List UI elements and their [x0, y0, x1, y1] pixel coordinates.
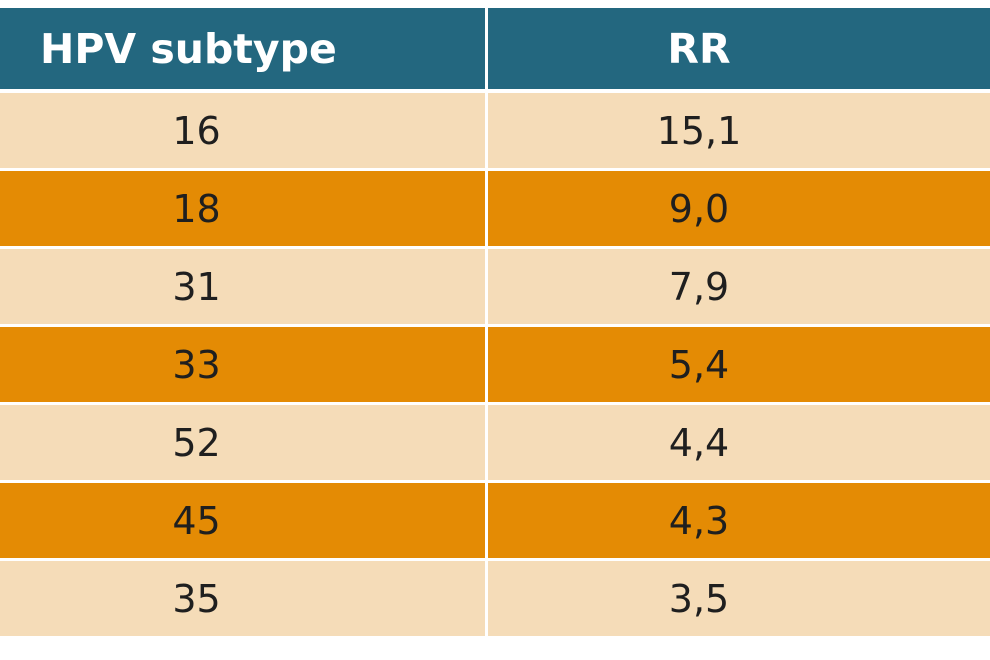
rr-cell: 3,5: [668, 576, 730, 621]
table-row: 52 4,4: [0, 405, 990, 483]
subtype-cell: 33: [0, 327, 488, 402]
table-row: 33 5,4: [0, 327, 990, 405]
table-row: 45 4,3: [0, 483, 990, 561]
rr-cell: 4,3: [668, 498, 730, 543]
table-row: 18 9,0: [0, 171, 990, 249]
subtype-cell: 16: [0, 93, 488, 168]
rr-cell: 9,0: [668, 186, 730, 231]
subtype-cell: 35: [0, 561, 488, 636]
rr-cell: 7,9: [668, 264, 730, 309]
table-row: 31 7,9: [0, 249, 990, 327]
subtype-cell: 45: [0, 483, 488, 558]
rr-cell: 4,4: [668, 420, 730, 465]
rr-cell: 5,4: [668, 342, 730, 387]
subtype-cell: 52: [0, 405, 488, 480]
table-row: 35 3,5: [0, 561, 990, 639]
table-header-row: HPV subtype RR: [0, 8, 990, 93]
hpv-rr-table: HPV subtype RR 16 15,1 18 9,0 31 7,9 33 …: [0, 8, 990, 639]
header-rr: RR: [667, 24, 731, 73]
subtype-cell: 31: [0, 249, 488, 324]
rr-cell: 15,1: [656, 108, 742, 153]
header-hpv-subtype: HPV subtype: [0, 8, 488, 89]
subtype-cell: 18: [0, 171, 488, 246]
table-row: 16 15,1: [0, 93, 990, 171]
